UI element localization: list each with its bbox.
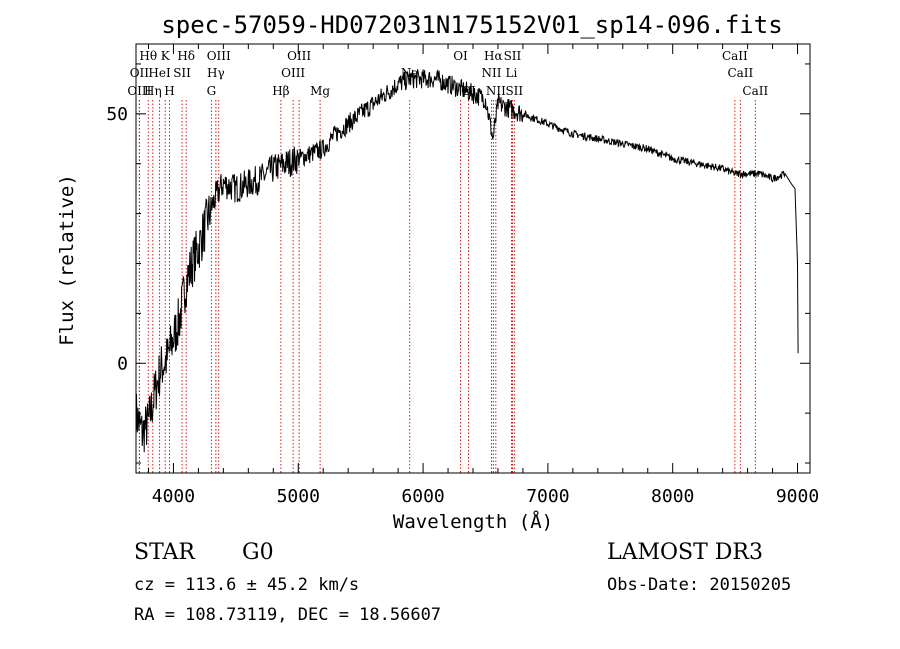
spectral-line-label: HeI: [148, 66, 171, 80]
spectral-line-label: CaII: [742, 84, 768, 98]
coordinates-readout: RA = 108.73119, DEC = 18.56607: [134, 605, 441, 625]
x-tick-label: 4000: [152, 486, 195, 507]
x-tick-label: 7000: [526, 486, 569, 507]
obs-date-readout: Obs-Date: 20150205: [607, 575, 791, 595]
y-tick-label: 0: [117, 353, 128, 374]
spectral-line-label: OII: [130, 66, 150, 80]
spectral-line-label: OIII: [287, 49, 311, 63]
x-tick-label: 5000: [277, 486, 320, 507]
spectral-line-label: Hη: [144, 84, 162, 98]
spectral-line-label: NII: [486, 84, 506, 98]
spectral-line-label: OIII: [281, 66, 305, 80]
spectral-line-label: Hβ: [272, 84, 289, 98]
redshift-readout: cz = 113.6 ± 45.2 km/s: [134, 575, 359, 595]
spectral-line-label: OIII: [207, 49, 231, 63]
spectral-line-label: K: [161, 49, 171, 63]
spectral-lines: OII OIII Hθ Hη HeI K H SII Hδ G Hγ OIII Hβ OIII OIII Mg…: [127, 49, 768, 473]
spectral-line-label: SII: [173, 66, 191, 80]
spectral-line-label: NII: [481, 66, 501, 80]
spectral-line-label: CaII: [727, 66, 753, 80]
spectral-line-label: CaII: [722, 49, 748, 63]
spectral-line-label: OIII: [127, 84, 151, 98]
x-tick-label: 9000: [776, 486, 819, 507]
spectral-line-label: OI: [453, 49, 468, 63]
spectral-line-label: SII: [505, 84, 523, 98]
y-tick-label: 50: [106, 104, 128, 125]
x-tick-label: 6000: [401, 486, 444, 507]
plot-frame: [135, 43, 811, 474]
spectral-line-label: Hγ: [207, 66, 225, 80]
y-axis-label: Flux (relative): [56, 174, 78, 346]
spectrum-series-line: [135, 69, 799, 453]
spectral-line-label: G: [207, 84, 217, 98]
spectral-line-label: Mg: [310, 84, 330, 98]
axis-ticks: 400050006000700080009000050100: [106, 44, 819, 507]
object-class: STAR: [134, 540, 196, 565]
survey-name: LAMOST DR3: [607, 540, 763, 565]
spectral-line-label: Hα: [484, 49, 503, 63]
x-axis-label: Wavelength (Å): [393, 510, 553, 533]
chart-title: spec-57059-HD072031N175152V01_sp14-096.f…: [161, 11, 782, 39]
spectral-line-label: Li: [506, 66, 518, 80]
spectral-line-label: Hθ: [139, 49, 157, 63]
spectral-line-label: H: [164, 84, 174, 98]
object-subclass: G0: [242, 540, 274, 565]
spectral-line-label: Hδ: [177, 49, 195, 63]
plot-area: [135, 69, 799, 453]
spectral-line-label: SII: [504, 49, 522, 63]
x-tick-label: 8000: [651, 486, 694, 507]
